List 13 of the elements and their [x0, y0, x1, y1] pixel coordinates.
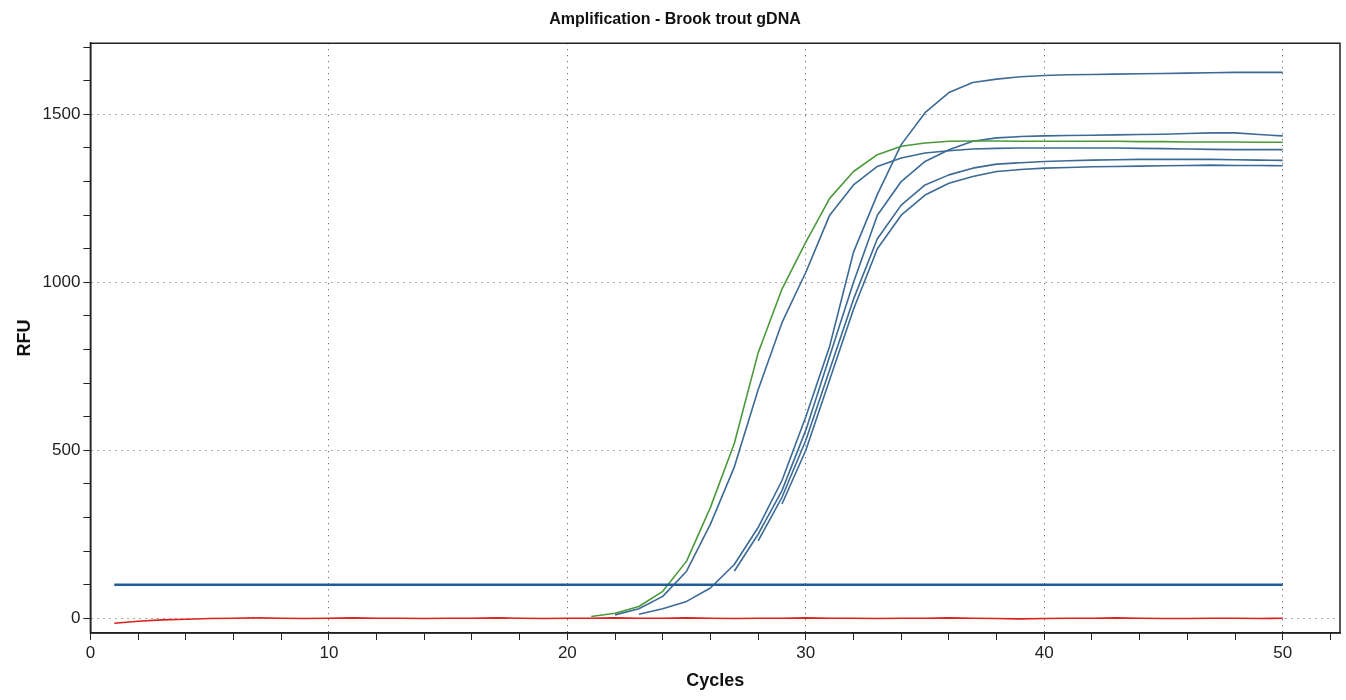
x-tick-label: 40	[1034, 642, 1054, 662]
x-tick-label: 0	[85, 642, 96, 662]
y-tick-label: 0	[70, 607, 81, 627]
y-tick-label: 1000	[42, 272, 81, 292]
y-tick-label: 500	[52, 439, 81, 459]
x-tick-label: 50	[1273, 642, 1293, 662]
x-tick-label: 10	[319, 642, 339, 662]
x-tick-label: 30	[796, 642, 816, 662]
x-tick-label: 20	[557, 642, 577, 662]
x-axis-title: Cycles	[686, 670, 745, 691]
y-tick-label: 1500	[42, 104, 81, 124]
chart-title: Amplification - Brook trout gDNA	[549, 10, 802, 28]
y-axis-title: RFU	[13, 319, 34, 357]
